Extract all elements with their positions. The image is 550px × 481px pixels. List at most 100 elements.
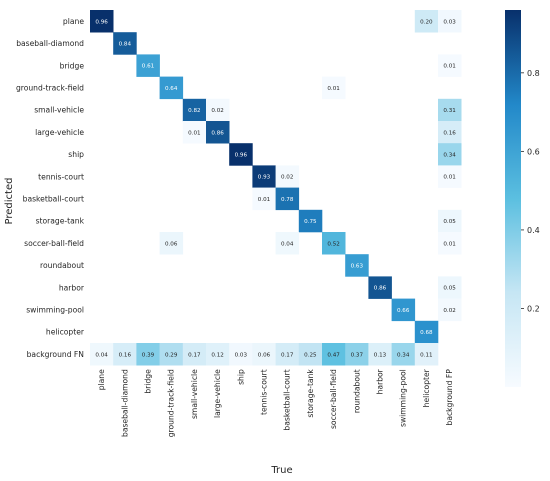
heatmap-cell <box>438 143 462 166</box>
heatmap-cell <box>414 343 439 366</box>
heatmap-cell <box>322 232 346 255</box>
colorbar-tick-label: 0.4 <box>527 226 540 235</box>
cell-value-label: 0.34 <box>397 352 410 358</box>
cell-value-label: 0.25 <box>304 352 317 358</box>
heatmap-cell <box>438 165 462 188</box>
heatmap-cell <box>113 32 137 55</box>
cell-value-label: 0.86 <box>374 286 387 292</box>
cell-value-label: 0.17 <box>281 352 294 358</box>
x-tick-label: helicopter <box>422 368 431 407</box>
cell-value-label: 0.63 <box>351 264 364 270</box>
x-tick-label: swimming-pool <box>399 369 408 427</box>
cell-value-label: 0.86 <box>211 130 224 136</box>
heatmap-cell <box>438 121 462 144</box>
y-tick-label: tennis-court <box>38 172 84 181</box>
y-tick-label: ground-track-field <box>16 84 84 93</box>
y-tick-label: large-vehicle <box>35 128 84 137</box>
cell-value-label: 0.04 <box>95 352 108 358</box>
colorbar-ticks: 0.2 0.4 0.6 0.8 <box>521 69 540 313</box>
cell-value-label: 0.82 <box>188 108 200 114</box>
colorbar <box>505 10 521 387</box>
heatmap-cell <box>90 10 114 33</box>
x-tick-label: background FP <box>445 369 454 426</box>
heatmap-cell <box>438 98 462 122</box>
heatmap-cell <box>206 98 230 122</box>
heatmap-cell <box>322 343 346 366</box>
cell-value-label: 0.96 <box>95 19 108 25</box>
y-tick-label: storage-tank <box>36 217 85 226</box>
heatmap-cell <box>275 165 300 188</box>
cell-value-label: 0.05 <box>443 219 456 225</box>
x-tick-label: baseball-diamond <box>120 369 129 437</box>
cell-value-label: 0.01 <box>443 175 456 181</box>
cell-value-label: 0.47 <box>327 352 340 358</box>
x-tick-label: ground-track-field <box>167 369 176 437</box>
heatmap-cell <box>275 232 300 255</box>
y-tick-label: basketball-court <box>23 195 84 204</box>
x-axis-label: True <box>270 465 292 476</box>
heatmap-cell <box>438 232 462 255</box>
x-tick-label: ship <box>236 369 245 385</box>
cell-value-label: 0.02 <box>211 108 223 114</box>
heatmap-cell-labels: 0.96 0.20 0.03 0.84 0.61 0.01 0.64 0.01 0.82 0.02… <box>95 19 456 358</box>
cell-value-label: 0.11 <box>420 352 433 358</box>
heatmap-cell <box>229 143 253 166</box>
cell-value-label: 0.52 <box>327 241 339 247</box>
y-tick-label: background FN <box>27 350 84 359</box>
heatmap-cell <box>298 343 323 366</box>
heatmap-cell <box>438 54 462 77</box>
y-tick-label: baseball-diamond <box>16 39 84 48</box>
colorbar-tick-label: 0.6 <box>527 147 540 156</box>
heatmap-cell <box>438 10 462 33</box>
cell-value-label: 0.68 <box>420 330 433 336</box>
cell-value-label: 0.01 <box>327 86 340 92</box>
heatmap-cell <box>368 343 392 366</box>
colorbar-tick-label: 0.2 <box>527 304 540 313</box>
cell-value-label: 0.93 <box>258 175 271 181</box>
cell-value-label: 0.02 <box>443 308 455 314</box>
heatmap-cell <box>206 343 230 366</box>
heatmap-cell <box>438 298 462 322</box>
heatmap-cell <box>438 276 462 299</box>
cell-value-label: 0.61 <box>142 64 155 70</box>
heatmap-cell <box>113 343 137 366</box>
heatmap-cell <box>414 320 439 344</box>
cell-value-label: 0.16 <box>119 352 132 358</box>
y-tick-labels: plane baseball-diamond bridge ground-track-… <box>16 17 85 359</box>
x-tick-labels: plane baseball-diamond bridge ground-track-… <box>97 368 454 437</box>
heatmap-cell <box>182 343 207 366</box>
cell-value-label: 0.04 <box>281 241 294 247</box>
heatmap-cell <box>275 343 300 366</box>
x-tick-label: tennis-court <box>260 369 269 415</box>
x-tick-label: storage-tank <box>306 369 315 418</box>
cell-value-label: 0.31 <box>443 108 456 114</box>
heatmap-cell <box>159 76 184 100</box>
heatmap-cell <box>345 343 369 366</box>
cell-value-label: 0.01 <box>443 241 456 247</box>
heatmap-cell <box>159 232 184 255</box>
heatmap-cell <box>391 298 416 322</box>
cell-value-label: 0.01 <box>258 197 271 203</box>
cell-value-label: 0.84 <box>119 42 132 48</box>
cell-value-label: 0.39 <box>142 352 155 358</box>
y-tick-label: ship <box>68 150 84 159</box>
cell-value-label: 0.06 <box>258 352 271 358</box>
heatmap-cell <box>322 76 346 100</box>
cell-value-label: 0.29 <box>165 352 178 358</box>
heatmap-cell <box>391 343 416 366</box>
heatmap-cell <box>275 187 300 211</box>
x-tick-label: basketball-court <box>283 369 292 430</box>
heatmap-cell <box>414 10 439 33</box>
y-tick-label: soccer-ball-field <box>24 239 84 248</box>
x-tick-label: large-vehicle <box>213 369 222 418</box>
y-tick-label: plane <box>63 17 84 26</box>
y-tick-label: helicopter <box>46 328 85 337</box>
cell-value-label: 0.96 <box>235 153 248 159</box>
y-tick-label: roundabout <box>40 261 84 270</box>
heatmap-cell <box>136 54 160 77</box>
heatmap-cell <box>298 209 323 233</box>
cell-value-label: 0.03 <box>443 19 456 25</box>
x-tick-label: roundabout <box>352 369 361 413</box>
x-tick-label: harbor <box>376 368 385 394</box>
